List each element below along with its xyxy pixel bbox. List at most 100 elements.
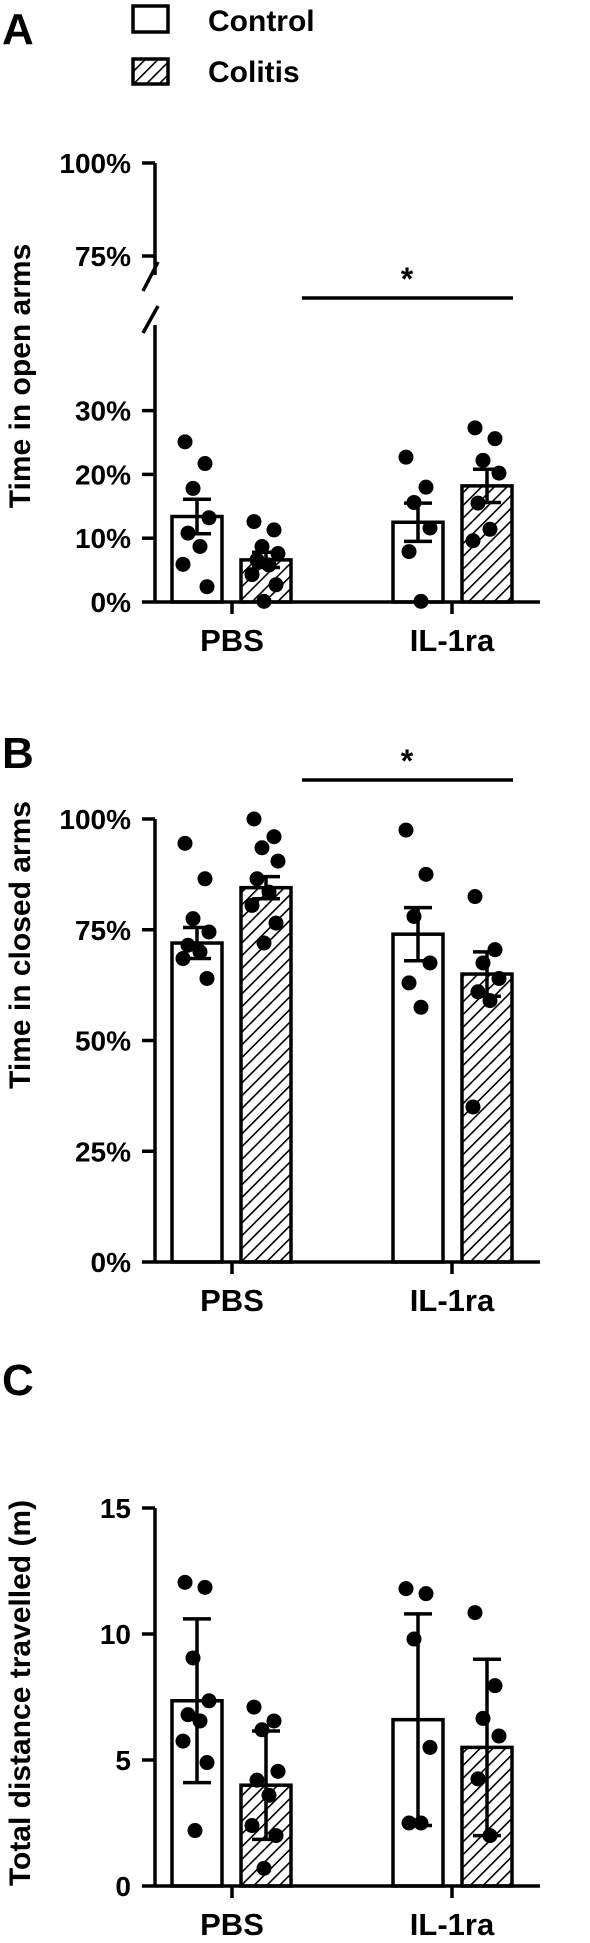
data-point-c <box>482 1828 498 1844</box>
y-tick-label-b: 50% <box>75 1026 131 1057</box>
chart-panel-c: 0 5 10 15 PBS IL-1ra <box>100 1493 540 1942</box>
data-point-c <box>401 1815 417 1831</box>
data-point-b <box>261 884 277 900</box>
data-point-a <box>175 556 191 572</box>
data-point-b <box>398 822 414 838</box>
data-point-c <box>398 1581 414 1597</box>
data-point-c <box>422 1739 438 1755</box>
data-point-b <box>467 889 483 905</box>
data-point-b <box>177 835 193 851</box>
category-label-c-pbs: PBS <box>200 1907 264 1942</box>
axis-break-mark <box>141 305 160 334</box>
data-point-c <box>197 1579 213 1595</box>
data-point-b <box>254 840 270 856</box>
legend-swatch-control <box>131 4 170 34</box>
y-axis-title-c: Total distance travelled (m) <box>4 1500 37 1886</box>
data-point-b <box>199 970 215 986</box>
data-point-b <box>192 944 208 960</box>
y-tick-label-c: 10 <box>100 1619 131 1650</box>
y-axis-title-b: Time in closed arms <box>4 801 37 1089</box>
data-point-a <box>201 510 217 526</box>
y-tick-label-b: 0% <box>91 1247 132 1278</box>
bar-b-il-1ra-control <box>391 932 445 1264</box>
y-tick-label-c: 0 <box>115 1871 131 1902</box>
y-tick-label-a: 100% <box>59 148 131 179</box>
bar-b-il-1ra-colitis <box>460 972 514 1264</box>
data-point-a <box>246 514 262 530</box>
category-label-a-pbs: PBS <box>200 623 264 658</box>
panel-letter-a: A <box>2 5 34 54</box>
chart-panel-b: 0% 25% 50% 75% 100% PBS IL-1ra * <box>59 743 540 1318</box>
y-tick-label-a: 10% <box>75 523 131 554</box>
data-point-b <box>185 911 201 927</box>
data-point-b <box>422 955 438 971</box>
data-point-b <box>270 853 286 869</box>
panel-letter-b: B <box>2 729 34 778</box>
data-point-a <box>180 525 196 541</box>
data-point-a <box>398 449 414 465</box>
data-point-b <box>266 829 282 845</box>
data-point-b <box>244 897 260 913</box>
data-point-a <box>401 544 417 560</box>
data-point-a <box>418 479 434 495</box>
data-point-b <box>246 811 262 827</box>
panel-letter-c: C <box>2 1356 34 1405</box>
data-point-a <box>465 533 481 549</box>
data-point-c <box>256 1860 272 1876</box>
data-point-b <box>418 866 434 882</box>
data-point-a <box>249 552 265 568</box>
data-point-c <box>487 1678 503 1694</box>
category-label-b-il-1ra: IL-1ra <box>410 1283 495 1318</box>
data-point-a <box>270 546 286 562</box>
data-point-c <box>192 1713 208 1729</box>
data-point-c <box>491 1728 507 1744</box>
data-point-a <box>475 452 491 468</box>
data-point-b <box>201 924 217 940</box>
data-point-a <box>266 522 282 538</box>
data-point-c <box>418 1586 434 1602</box>
data-point-b <box>487 942 503 958</box>
data-point-b <box>406 908 422 924</box>
y-tick-label-c: 5 <box>115 1745 131 1776</box>
data-point-c <box>413 1815 429 1831</box>
data-point-c <box>475 1710 491 1726</box>
legend-label-control: Control <box>208 5 315 38</box>
data-point-a <box>406 494 422 510</box>
data-point-c <box>406 1631 422 1647</box>
data-point-b <box>180 937 196 953</box>
data-point-c <box>261 1787 277 1803</box>
data-point-a <box>199 579 215 595</box>
data-point-c <box>185 1650 201 1666</box>
y-tick-label-a: 75% <box>75 241 131 272</box>
data-point-c <box>270 1763 286 1779</box>
data-point-c <box>180 1707 196 1723</box>
data-point-c <box>249 1772 265 1788</box>
legend: Control Colitis <box>131 4 315 89</box>
data-point-c <box>254 1722 270 1738</box>
data-point-a <box>244 567 260 583</box>
data-point-a <box>261 557 277 573</box>
data-point-a <box>177 434 193 450</box>
data-point-b <box>401 975 417 991</box>
data-point-a <box>422 520 438 536</box>
data-point-b <box>197 871 213 887</box>
legend-swatch-colitis <box>131 57 170 86</box>
data-point-b <box>470 984 486 1000</box>
category-label-c-il-1ra: IL-1ra <box>410 1907 495 1942</box>
data-point-a <box>470 495 486 511</box>
category-label-a-il-1ra: IL-1ra <box>410 623 495 658</box>
data-point-c <box>266 1713 282 1729</box>
y-tick-label-b: 100% <box>59 804 131 835</box>
data-point-a <box>491 465 507 481</box>
y-tick-label-c: 15 <box>100 1493 131 1524</box>
significance-star: * <box>401 261 414 297</box>
data-point-b <box>413 999 429 1015</box>
data-point-c <box>201 1693 217 1709</box>
category-label-b-pbs: PBS <box>200 1283 264 1318</box>
significance-star: * <box>401 743 414 779</box>
data-point-a <box>467 420 483 436</box>
data-point-a <box>254 538 270 554</box>
axis-break-mark <box>141 261 160 292</box>
data-point-c <box>199 1755 215 1771</box>
